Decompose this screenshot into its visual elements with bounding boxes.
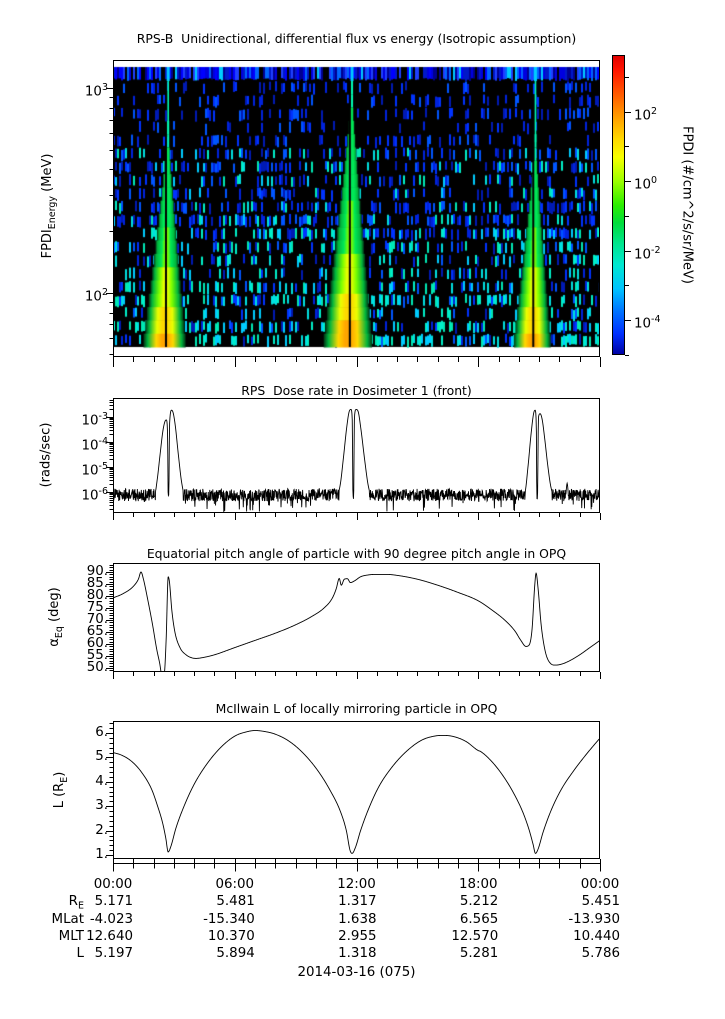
table-cell: 5.786 <box>581 946 620 961</box>
y-tick-label: 4. <box>95 773 108 789</box>
pitch-angle-title: Equatorial pitch angle of particle with … <box>146 546 567 561</box>
dose-title: RPS Dose rate in Dosimeter 1 (front) <box>241 383 472 398</box>
y-tick-label: 5. <box>95 749 108 765</box>
time-label: 12:00 <box>337 877 376 892</box>
colorbar-tick-label: 100 <box>634 175 658 193</box>
y-tick-label: 10-3 <box>81 411 108 429</box>
table-cell: 1.318 <box>338 946 377 961</box>
table-cell: 12.570 <box>451 929 499 944</box>
table-cell: 2.955 <box>338 929 377 944</box>
y-tick-label: 55. <box>86 647 108 663</box>
table-cell: 5.281 <box>459 946 499 961</box>
y-tick-label: 1. <box>95 847 108 863</box>
y-tick-label: 80. <box>86 587 108 603</box>
date-label: 2014-03-16 (075) <box>297 965 416 980</box>
y-tick-label: 65. <box>86 623 108 639</box>
table-row-label: MLat <box>51 912 84 927</box>
y-tick-label: 3. <box>95 798 108 814</box>
y-tick-label: 10-6 <box>81 486 108 504</box>
y-tick-label: 10-5 <box>81 461 108 479</box>
table-cell: 5.197 <box>94 946 133 961</box>
table-cell: 10.440 <box>573 929 620 944</box>
y-tick-label: 60. <box>86 635 108 651</box>
colorbar-tick-label: 10-4 <box>634 314 661 332</box>
spectrogram-heatmap <box>113 60 600 357</box>
table-cell: 5.212 <box>459 894 499 909</box>
time-label: 00:00 <box>93 877 133 892</box>
table-cell: -4.023 <box>89 912 133 927</box>
y-tick-label: 10-4 <box>81 436 108 454</box>
table-row-label: RE <box>68 894 84 912</box>
table-cell: 1.317 <box>338 894 377 909</box>
table-cell: 1.638 <box>338 912 377 927</box>
y-tick-label: 50. <box>86 659 108 675</box>
y-tick-label: 6. <box>95 724 108 740</box>
table-cell: 10.370 <box>207 929 255 944</box>
table-cell: 6.565 <box>459 912 499 927</box>
spectrogram-title: RPS-B Unidirectional, differential flux … <box>136 31 577 46</box>
table-cell: -15.340 <box>203 912 255 927</box>
table-cell: 5.451 <box>581 894 620 909</box>
table-cell: 5.171 <box>94 894 133 909</box>
time-label: 06:00 <box>215 877 255 892</box>
y-tick-label: 103 <box>84 82 108 100</box>
y-tick-label: 90. <box>86 563 108 579</box>
table-row-label: MLT <box>58 929 84 944</box>
time-label: 18:00 <box>458 877 498 892</box>
table-cell: 5.894 <box>216 946 255 961</box>
y-tick-label: 75. <box>86 599 108 615</box>
colorbar-tick-label: 102 <box>634 105 658 124</box>
table-cell: 5.481 <box>216 894 255 909</box>
y-tick-label: 85. <box>86 575 108 591</box>
table-row-label: L <box>76 946 84 961</box>
colorbar-gradient <box>612 55 625 355</box>
y-tick-label: 102 <box>84 286 108 305</box>
time-label: 00:00 <box>580 877 620 892</box>
y-tick-label: 2. <box>95 822 108 838</box>
y-tick-label: 70. <box>86 611 108 627</box>
colorbar-tick-label: 10-2 <box>634 244 661 263</box>
mcilwain-title: McIlwain L of locally mirroring particle… <box>215 701 498 716</box>
table-cell: 12.640 <box>86 929 133 944</box>
table-cell: -13.930 <box>568 912 620 927</box>
